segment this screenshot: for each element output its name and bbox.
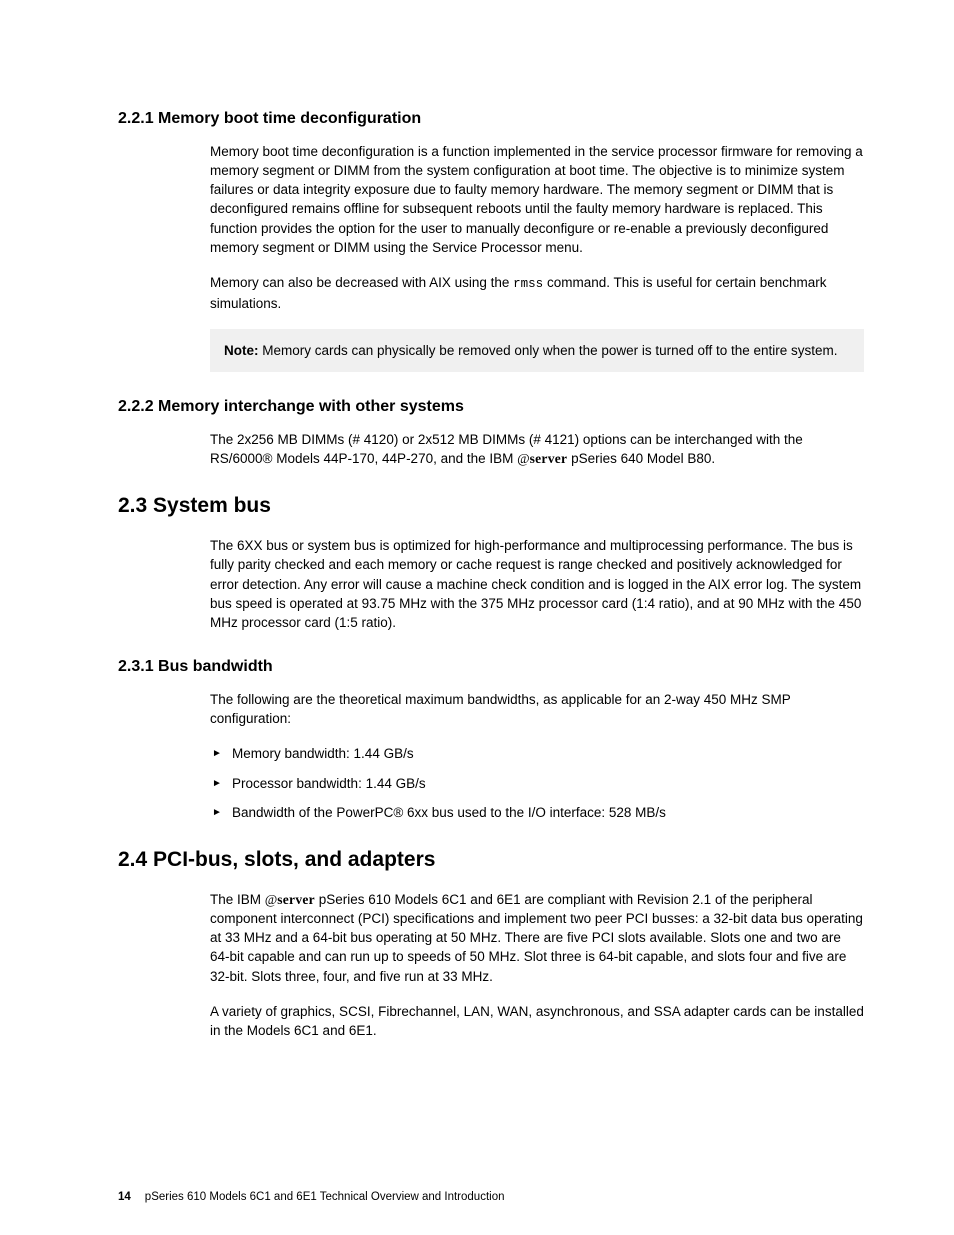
para-221-2: Memory can also be decreased with AIX us… <box>210 273 864 313</box>
heading-24: 2.4 PCI-bus, slots, and adapters <box>118 848 864 872</box>
note-label: Note: <box>224 343 262 358</box>
para-221-1: Memory boot time deconfiguration is a fu… <box>210 142 864 257</box>
list-item: Memory bandwidth: 1.44 GB/s <box>210 744 864 763</box>
footer-title: pSeries 610 Models 6C1 and 6E1 Technical… <box>145 1191 505 1203</box>
para-222-1: The 2x256 MB DIMMs (# 4120) or 2x512 MB … <box>210 430 864 468</box>
para-24-1a: The IBM <box>210 892 265 907</box>
list-item: Processor bandwidth: 1.44 GB/s <box>210 774 864 793</box>
para-222-1b: pSeries 640 Model B80. <box>567 451 715 466</box>
note-box-221: Note: Memory cards can physically be rem… <box>210 329 864 372</box>
page-number: 14 <box>118 1191 131 1203</box>
para-231-1: The following are the theoretical maximu… <box>210 690 864 728</box>
bullet-list-231: Memory bandwidth: 1.44 GB/s Processor ba… <box>210 744 864 821</box>
eserver-logo: @server <box>517 451 567 466</box>
heading-221: 2.2.1 Memory boot time deconfiguration <box>118 110 864 128</box>
list-item: Bandwidth of the PowerPC® 6xx bus used t… <box>210 803 864 822</box>
eserver-logo: @server <box>265 892 315 907</box>
page-footer: 14 pSeries 610 Models 6C1 and 6E1 Technic… <box>118 1191 505 1203</box>
para-221-2a: Memory can also be decreased with AIX us… <box>210 275 513 290</box>
para-24-1: The IBM @server pSeries 610 Models 6C1 a… <box>210 890 864 986</box>
heading-222: 2.2.2 Memory interchange with other syst… <box>118 398 864 416</box>
heading-231: 2.3.1 Bus bandwidth <box>118 658 864 676</box>
note-text: Memory cards can physically be removed o… <box>262 343 837 358</box>
heading-23: 2.3 System bus <box>118 494 864 518</box>
para-23-1: The 6XX bus or system bus is optimized f… <box>210 536 864 632</box>
cmd-rmss: rmss <box>513 277 543 291</box>
para-24-2: A variety of graphics, SCSI, Fibrechanne… <box>210 1002 864 1040</box>
